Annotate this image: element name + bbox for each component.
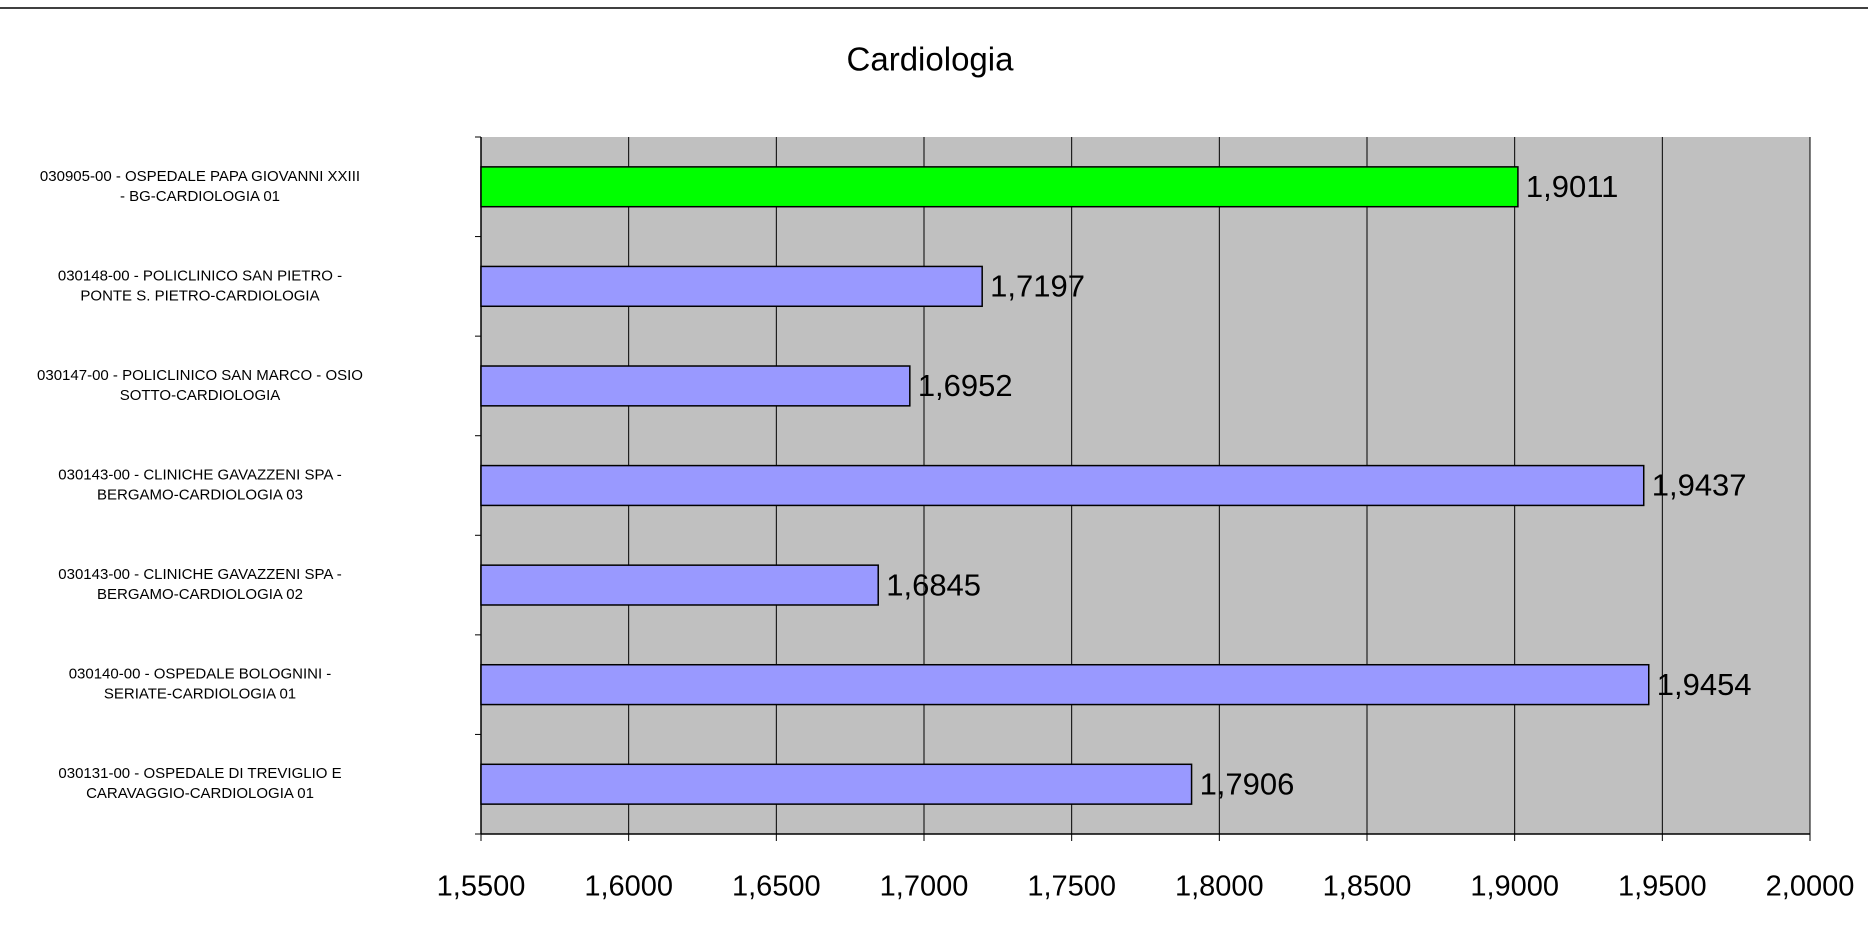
bar — [480, 763, 1193, 805]
category-label-line: - BG-CARDIOLOGIA 01 — [120, 188, 280, 205]
bar — [480, 464, 1645, 507]
category-label-line: 030131-00 - OSPEDALE DI TREVIGLIO E — [58, 765, 341, 782]
x-tick-label: 1,9500 — [1618, 871, 1707, 903]
category-label-line: 030905-00 - OSPEDALE PAPA GIOVANNI XXIII — [40, 168, 360, 185]
chart-title: Cardiologia — [847, 41, 1015, 78]
value-label: 1,7197 — [990, 269, 1085, 304]
category-label: 030131-00 - OSPEDALE DI TREVIGLIO E CARAV… — [58, 765, 341, 802]
category-label-line: SOTTO-CARDIOLOGIA — [120, 387, 281, 404]
bar — [480, 265, 983, 308]
x-tick-label: 1,5500 — [437, 871, 526, 903]
value-label: 1,6952 — [918, 368, 1013, 403]
category-label-line: PONTE S. PIETRO-CARDIOLOGIA — [80, 287, 319, 304]
category-label-line: 030140-00 - OSPEDALE BOLOGNINI - — [69, 666, 332, 683]
x-tick-label: 1,8000 — [1175, 871, 1264, 903]
category-label: 030140-00 - OSPEDALE BOLOGNINI - SERIATE-… — [69, 666, 332, 703]
value-label: 1,9011 — [1526, 169, 1619, 204]
category-label-line: 030143-00 - CLINICHE GAVAZZENI SPA - — [58, 566, 341, 583]
category-label-line: 030143-00 - CLINICHE GAVAZZENI SPA - — [58, 466, 341, 483]
category-label: 030143-00 - CLINICHE GAVAZZENI SPA - BERG… — [58, 566, 341, 603]
category-label-line: 030148-00 - POLICLINICO SAN PIETRO - — [58, 267, 342, 284]
value-label: 1,9454 — [1657, 667, 1752, 702]
category-label: 030143-00 - CLINICHE GAVAZZENI SPA - BERG… — [58, 466, 341, 503]
x-tick-label: 2,0000 — [1766, 871, 1855, 903]
bar — [480, 663, 1650, 706]
value-label: 1,7906 — [1200, 766, 1295, 801]
bar — [480, 166, 1519, 208]
category-label-line: CARAVAGGIO-CARDIOLOGIA 01 — [86, 785, 314, 802]
category-label-line: 030147-00 - POLICLINICO SAN MARCO - OSIO — [37, 367, 363, 384]
x-tick-label: 1,9000 — [1470, 871, 1559, 903]
bar — [480, 564, 879, 606]
value-label: 1,6845 — [886, 567, 981, 602]
category-label-line: BERGAMO-CARDIOLOGIA 02 — [97, 586, 303, 603]
x-tick-label: 1,6000 — [584, 871, 673, 903]
x-tick-label: 1,6500 — [732, 871, 821, 903]
category-label: 030148-00 - POLICLINICO SAN PIETRO - PONT… — [58, 267, 342, 304]
category-label: 030147-00 - POLICLINICO SAN MARCO - OSIO… — [37, 367, 363, 404]
category-label-line: BERGAMO-CARDIOLOGIA 03 — [97, 486, 303, 503]
category-label-line: SERIATE-CARDIOLOGIA 01 — [104, 686, 296, 703]
x-tick-label: 1,7500 — [1027, 871, 1116, 903]
x-tick-label: 1,7000 — [880, 871, 969, 903]
value-label: 1,9437 — [1652, 468, 1747, 503]
bar — [480, 365, 911, 407]
x-tick-label: 1,8500 — [1323, 871, 1412, 903]
category-label: 030905-00 - OSPEDALE PAPA GIOVANNI XXIII… — [40, 168, 360, 205]
